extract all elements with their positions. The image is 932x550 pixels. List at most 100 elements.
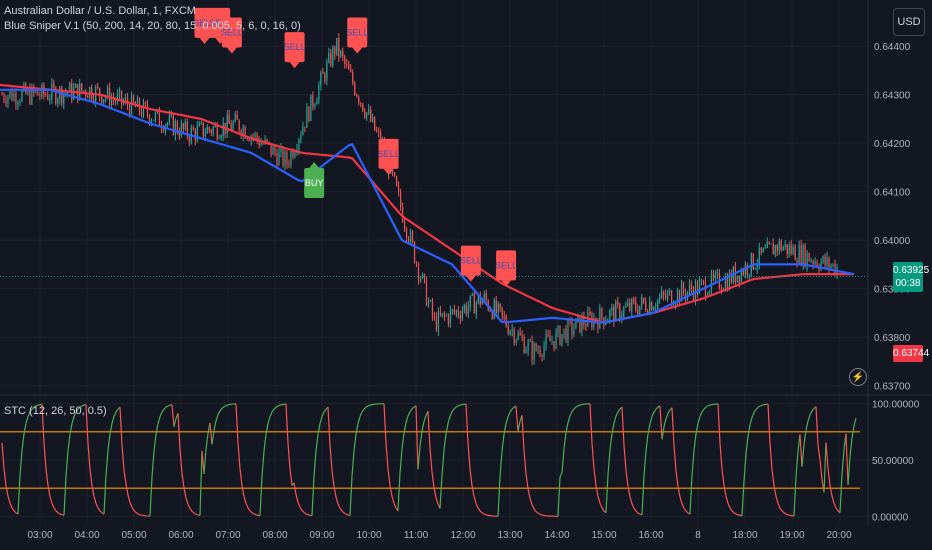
- moving-averages: [0, 83, 868, 324]
- stc-segment: [13, 510, 17, 514]
- candle-body: [204, 133, 206, 137]
- candle-body: [774, 245, 776, 255]
- stc-segment: [183, 487, 187, 499]
- candle-body: [708, 290, 711, 296]
- stc-segment: [285, 404, 289, 444]
- candle-body: [312, 94, 314, 107]
- candle-body: [194, 130, 196, 140]
- stc-segment: [151, 451, 155, 477]
- candle-body: [15, 93, 17, 105]
- stc-segment: [65, 450, 69, 477]
- stc-segment: [303, 511, 307, 515]
- candle-body: [154, 111, 157, 120]
- stc-segment: [565, 422, 569, 433]
- candle-body: [17, 102, 19, 105]
- stc-segment: [187, 504, 191, 509]
- stc-tick-label: 100.00000: [872, 400, 920, 411]
- stc-segment: [243, 496, 247, 504]
- time-tick-label: 05:00: [121, 530, 146, 541]
- stc-segment: [411, 406, 415, 410]
- stc-segment: [99, 510, 103, 514]
- candle-body: [525, 350, 527, 353]
- candle-body: [674, 303, 677, 306]
- candle-body: [358, 96, 360, 103]
- candle-body: [326, 62, 328, 81]
- stc-segment: [125, 483, 129, 496]
- candle-body: [814, 261, 816, 264]
- sell-signal: SELL: [346, 17, 368, 54]
- stc-segment: [445, 423, 449, 435]
- stc-segment: [305, 513, 309, 516]
- stc-segment: [417, 446, 421, 470]
- candle-body: [170, 115, 172, 116]
- stc-segment: [839, 474, 843, 513]
- stc-tick-label: 50.00000: [872, 456, 914, 467]
- stc-segment: [575, 405, 579, 408]
- stc-segment: [695, 423, 699, 435]
- stc-segment: [569, 411, 573, 417]
- candle-body: [820, 261, 822, 270]
- stc-segment: [769, 443, 773, 469]
- stc-segment: [507, 411, 511, 417]
- candle-body: [370, 109, 372, 122]
- stc-segment: [121, 445, 125, 471]
- stc-segment: [701, 408, 705, 413]
- stc-segment: [271, 408, 275, 413]
- stc-segment: [717, 403, 721, 444]
- candle-body: [543, 345, 545, 357]
- stc-segment: [501, 434, 505, 452]
- candle-body: [27, 88, 29, 94]
- currency-button[interactable]: USD: [893, 8, 925, 36]
- candle-body: [99, 87, 101, 97]
- candle-body: [577, 315, 579, 319]
- stc-segment: [685, 510, 689, 514]
- indicator-title[interactable]: Blue Sniper V.1 (50, 200, 14, 20, 80, 15…: [4, 20, 301, 32]
- stc-segment: [293, 482, 297, 495]
- stc-segment: [611, 423, 615, 434]
- stc-segment: [181, 472, 185, 489]
- candle-body: [260, 143, 262, 146]
- stc-segment: [53, 507, 57, 512]
- stc-segment: [359, 411, 363, 417]
- candle-body: [776, 245, 778, 251]
- stc-segment: [615, 411, 619, 417]
- stc-segment: [85, 404, 89, 444]
- stc-segment: [33, 405, 37, 408]
- stc-segment: [319, 416, 323, 424]
- candle-body: [429, 300, 432, 302]
- candle-body: [573, 328, 575, 334]
- stc-segment: [127, 494, 131, 503]
- candle-body: [401, 206, 404, 222]
- stc-segment: [275, 405, 279, 408]
- stc-segment: [465, 404, 469, 444]
- candle-body: [513, 329, 515, 343]
- stc-segment: [245, 503, 249, 509]
- stc-segment: [341, 510, 345, 514]
- stc-segment: [165, 405, 169, 408]
- stc-segment: [847, 456, 851, 486]
- stc-segment: [707, 404, 711, 407]
- stc-segment: [403, 422, 407, 434]
- time-tick-label: 10:00: [356, 530, 381, 541]
- candle-body: [561, 334, 563, 345]
- candle-body: [19, 101, 21, 103]
- candle-body: [3, 94, 5, 101]
- stc-segment: [11, 507, 15, 512]
- stc-segment: [589, 403, 593, 444]
- stc-segment: [539, 513, 543, 516]
- stc-title[interactable]: STC (12, 26, 50, 0.5): [4, 405, 107, 417]
- time-tick-label: 20:00: [826, 530, 851, 541]
- stc-segment: [753, 409, 757, 413]
- candle-body: [413, 241, 416, 263]
- stc-segment: [805, 420, 809, 431]
- stc-segment: [49, 496, 53, 504]
- stc-segment: [453, 406, 457, 410]
- lightning-icon[interactable]: ⚡: [849, 368, 867, 386]
- candle-body: [114, 99, 117, 102]
- stc-segment: [3, 468, 7, 486]
- candle-body: [111, 98, 113, 106]
- stc-segment: [201, 450, 205, 474]
- candle-body: [471, 293, 473, 296]
- candle-body: [702, 280, 705, 282]
